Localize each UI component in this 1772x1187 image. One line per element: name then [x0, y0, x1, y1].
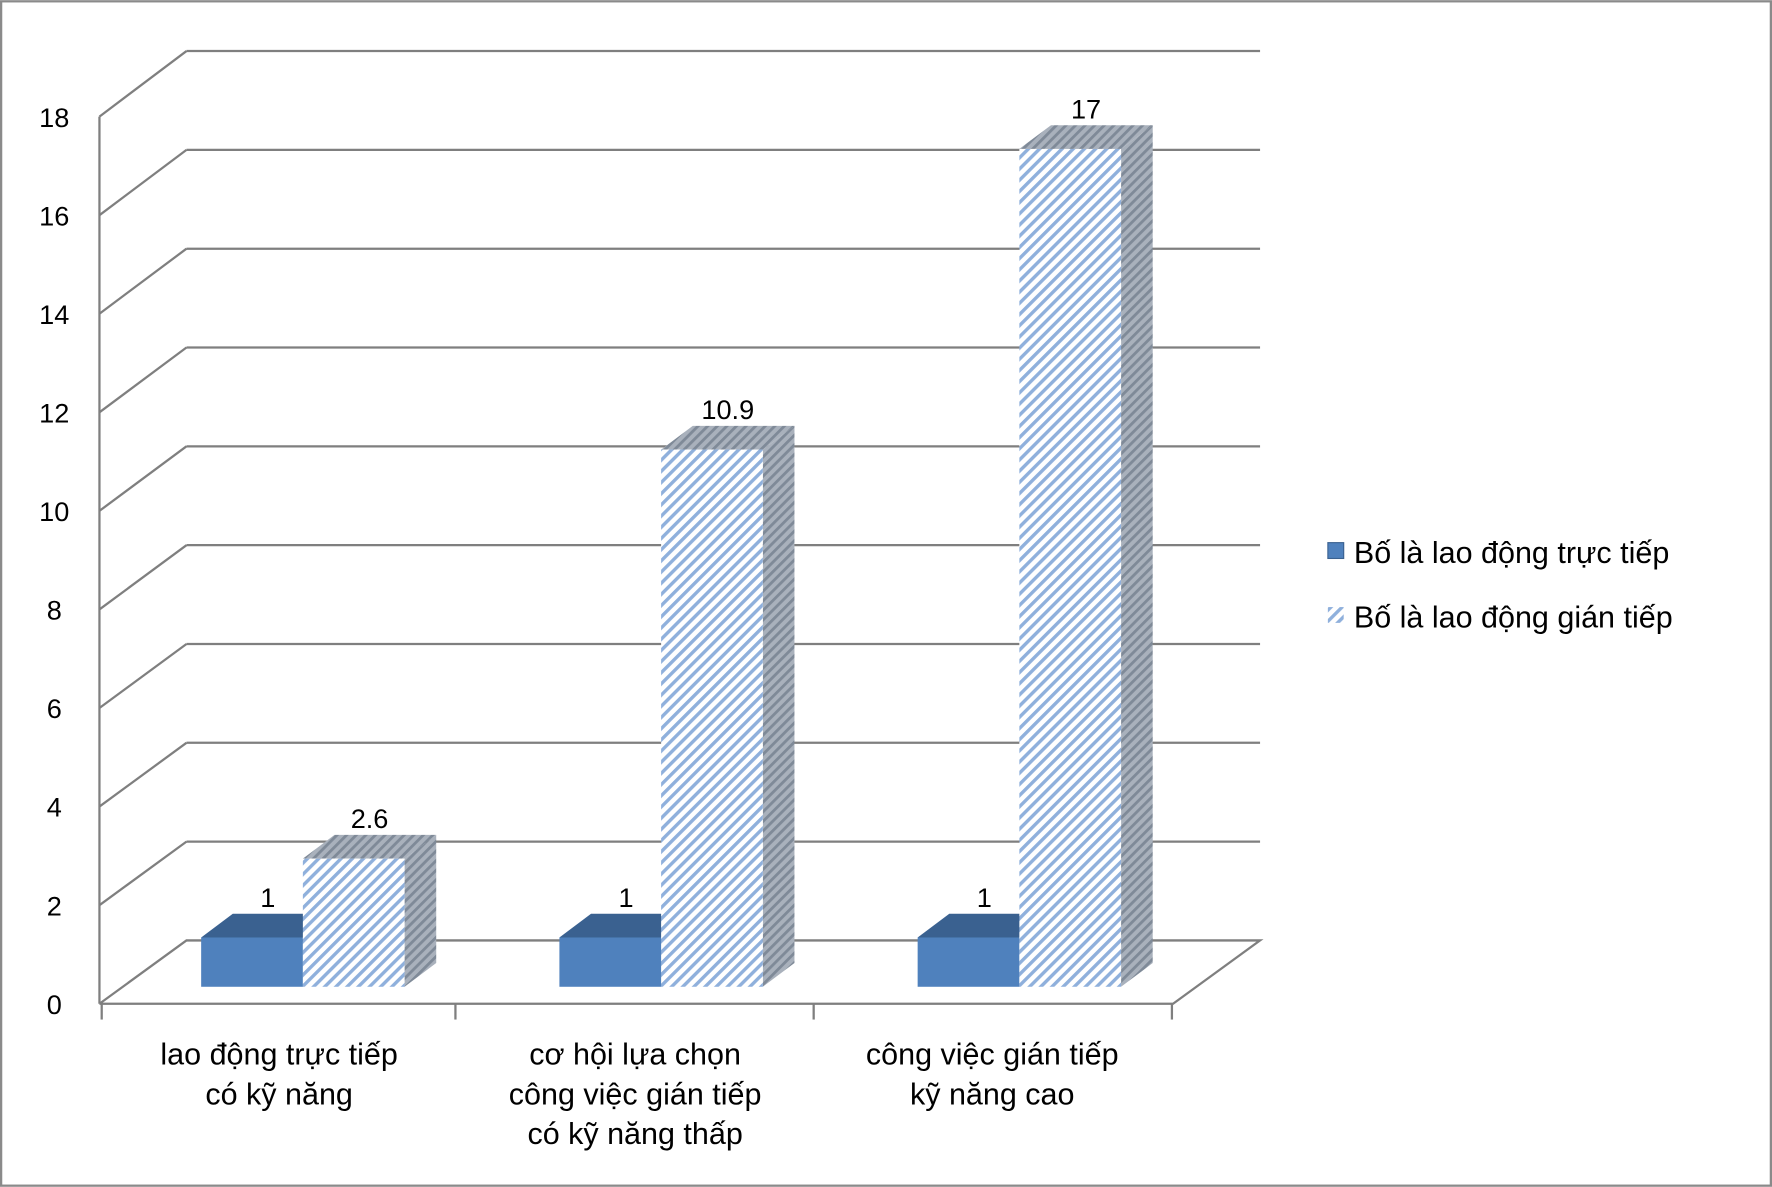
category-label: cơ hội lựa chọn công việc gián tiếp có kỹ …: [509, 1038, 762, 1151]
data-labels: 1 1 1 2.6 10.9 17: [260, 93, 1101, 913]
legend-label: Bố là lao động gián tiếp: [1354, 600, 1673, 634]
gridline-diagonal: [98, 247, 188, 315]
data-label: 1: [260, 882, 275, 913]
y-tick-label: 2: [47, 890, 62, 921]
bar-top: [1019, 125, 1153, 149]
category-labels: lao động trực tiếp có kỹ năng cơ hội lựa c…: [160, 1038, 1118, 1151]
bar: [302, 834, 437, 987]
bar-front: [917, 937, 1020, 987]
y-tick-label: 12: [39, 397, 69, 428]
bar: [661, 425, 795, 987]
bar-front: [1019, 148, 1122, 987]
legend-item: Bố là lao động trực tiếp: [1327, 536, 1669, 570]
y-tick-label: 0: [47, 989, 62, 1020]
bar-front: [559, 937, 662, 987]
axes: 0 2 4 6 8 10 12 14 16 18: [39, 102, 1264, 1020]
y-tick-label: 18: [39, 102, 69, 133]
gridline-diagonal: [98, 643, 188, 709]
data-label: 1: [619, 882, 634, 913]
y-tick-label: 4: [47, 792, 62, 823]
category-label-line: cơ hội lựa chọn: [529, 1038, 741, 1072]
category-label-line: công việc gián tiếp: [866, 1038, 1119, 1072]
legend-label: Bố là lao động trực tiếp: [1354, 536, 1669, 570]
gridline-diagonal: [98, 50, 188, 118]
category-label-line: lao động trực tiếp: [160, 1038, 397, 1072]
gridline-diagonal: [98, 445, 188, 512]
gridline-diagonal: [98, 346, 188, 414]
bar-top: [201, 913, 335, 938]
gridline-diagonal: [98, 741, 188, 808]
bars: [201, 125, 1153, 987]
bar-front: [201, 937, 303, 987]
data-label: 17: [1071, 93, 1101, 124]
y-tick-label: 10: [39, 496, 69, 527]
category-label-line: có kỹ năng thấp: [527, 1117, 742, 1151]
legend-swatch-solid: [1327, 542, 1345, 560]
y-tick-label: 16: [39, 200, 69, 231]
y-tick-label: 6: [47, 693, 62, 724]
bar-top: [559, 913, 693, 938]
bar-top: [917, 913, 1051, 938]
bar-side: [404, 834, 437, 987]
bar-side: [1121, 125, 1153, 987]
bar: [1019, 125, 1153, 987]
data-label: 10.9: [701, 394, 754, 425]
data-label: 2.6: [351, 803, 389, 834]
bar-top: [661, 425, 795, 450]
bar-front: [661, 449, 763, 987]
bar-side: [762, 425, 795, 987]
y-tick-label: 14: [39, 299, 69, 330]
gridline-diagonal: [98, 840, 188, 907]
legend: Bố là lao động trực tiếp Bố là lao động g…: [1327, 536, 1673, 634]
y-tick-label: 8: [47, 595, 62, 626]
legend-item: Bố là lao động gián tiếp: [1327, 600, 1673, 634]
floor: [98, 939, 1264, 1005]
category-label-line: công việc gián tiếp: [509, 1077, 762, 1111]
legend-swatch-hatched: [1327, 607, 1344, 623]
data-label: 1: [977, 882, 992, 913]
bar-top: [302, 834, 437, 859]
category-label: công việc gián tiếp kỹ năng cao: [866, 1038, 1119, 1112]
gridline-diagonal: [98, 148, 188, 217]
gridline-diagonal: [98, 544, 188, 611]
category-label: lao động trực tiếp có kỹ năng: [160, 1038, 397, 1112]
category-label-line: có kỹ năng: [205, 1077, 353, 1111]
bar-front: [302, 858, 405, 987]
category-label-line: kỹ năng cao: [910, 1077, 1074, 1111]
